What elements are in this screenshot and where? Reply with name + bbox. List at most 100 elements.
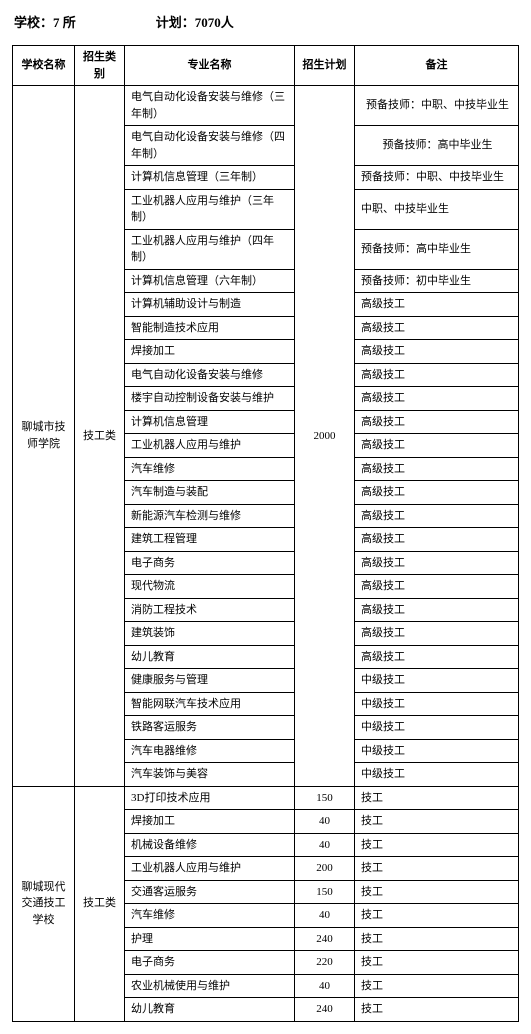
col-plan: 招生计划 — [295, 46, 355, 86]
major-name: 机械设备维修 — [125, 833, 295, 857]
plan-value: 150 — [295, 786, 355, 810]
remark: 预备技师：高中毕业生 — [355, 126, 519, 166]
plan-value: 40 — [295, 833, 355, 857]
major-name: 计算机信息管理 — [125, 410, 295, 434]
remark: 高级技工 — [355, 622, 519, 646]
remark: 中职、中技毕业生 — [355, 189, 519, 229]
major-name: 护理 — [125, 927, 295, 951]
page-header: 学校：7 所 计划：7070人 — [12, 12, 519, 31]
table-row: 聊城市技师学院技工类电气自动化设备安装与维修（三年制）2000预备技师：中职、中… — [13, 86, 519, 126]
remark: 中级技工 — [355, 692, 519, 716]
major-name: 工业机器人应用与维护（三年制） — [125, 189, 295, 229]
major-name: 电子商务 — [125, 951, 295, 975]
table-row: 聊城现代交通技工学校技工类3D打印技术应用150技工 — [13, 786, 519, 810]
remark: 高级技工 — [355, 528, 519, 552]
remark: 高级技工 — [355, 598, 519, 622]
plan-value: 150 — [295, 880, 355, 904]
major-name: 汽车制造与装配 — [125, 481, 295, 505]
major-name: 工业机器人应用与维护 — [125, 857, 295, 881]
major-name: 焊接加工 — [125, 340, 295, 364]
major-name: 计算机信息管理（六年制） — [125, 269, 295, 293]
remark: 高级技工 — [355, 363, 519, 387]
remark: 技工 — [355, 786, 519, 810]
major-name: 汽车电器维修 — [125, 739, 295, 763]
remark: 预备技师：高中毕业生 — [355, 229, 519, 269]
plan-count: 计划：7070人 — [156, 12, 234, 31]
remark: 高级技工 — [355, 551, 519, 575]
remark: 技工 — [355, 857, 519, 881]
major-name: 健康服务与管理 — [125, 669, 295, 693]
remark: 中级技工 — [355, 669, 519, 693]
major-name: 智能网联汽车技术应用 — [125, 692, 295, 716]
school-name: 聊城市技师学院 — [13, 86, 75, 787]
remark: 技工 — [355, 904, 519, 928]
col-school: 学校名称 — [13, 46, 75, 86]
plan-value: 240 — [295, 927, 355, 951]
major-name: 电子商务 — [125, 551, 295, 575]
major-name: 工业机器人应用与维护 — [125, 434, 295, 458]
remark: 高级技工 — [355, 481, 519, 505]
major-name: 电气自动化设备安装与维修（四年制） — [125, 126, 295, 166]
remark: 技工 — [355, 810, 519, 834]
remark: 技工 — [355, 951, 519, 975]
plan-value: 2000 — [295, 86, 355, 787]
major-name: 计算机辅助设计与制造 — [125, 293, 295, 317]
major-name: 交通客运服务 — [125, 880, 295, 904]
enroll-type: 技工类 — [75, 86, 125, 787]
remark: 中级技工 — [355, 739, 519, 763]
col-major: 专业名称 — [125, 46, 295, 86]
major-name: 幼儿教育 — [125, 645, 295, 669]
remark: 高级技工 — [355, 387, 519, 411]
remark: 高级技工 — [355, 504, 519, 528]
school-name: 聊城现代交通技工学校 — [13, 786, 75, 1021]
remark: 技工 — [355, 927, 519, 951]
major-name: 电气自动化设备安装与维修 — [125, 363, 295, 387]
remark: 中级技工 — [355, 716, 519, 740]
table-header-row: 学校名称 招生类别 专业名称 招生计划 备注 — [13, 46, 519, 86]
major-name: 铁路客运服务 — [125, 716, 295, 740]
remark: 高级技工 — [355, 434, 519, 458]
major-name: 幼儿教育 — [125, 998, 295, 1022]
plan-value: 200 — [295, 857, 355, 881]
major-name: 汽车维修 — [125, 904, 295, 928]
plan-value: 40 — [295, 904, 355, 928]
major-name: 汽车维修 — [125, 457, 295, 481]
major-name: 3D打印技术应用 — [125, 786, 295, 810]
remark: 高级技工 — [355, 293, 519, 317]
remark: 技工 — [355, 974, 519, 998]
remark: 高级技工 — [355, 410, 519, 434]
remark: 技工 — [355, 880, 519, 904]
major-name: 现代物流 — [125, 575, 295, 599]
remark: 中级技工 — [355, 763, 519, 787]
major-name: 建筑装饰 — [125, 622, 295, 646]
plan-value: 40 — [295, 810, 355, 834]
remark: 高级技工 — [355, 457, 519, 481]
col-remark: 备注 — [355, 46, 519, 86]
remark: 预备技师：中职、中技毕业生 — [355, 166, 519, 190]
plan-value: 240 — [295, 998, 355, 1022]
major-name: 智能制造技术应用 — [125, 316, 295, 340]
remark: 高级技工 — [355, 340, 519, 364]
major-name: 农业机械使用与维护 — [125, 974, 295, 998]
plan-value: 220 — [295, 951, 355, 975]
remark: 预备技师：初中毕业生 — [355, 269, 519, 293]
major-name: 计算机信息管理（三年制） — [125, 166, 295, 190]
remark: 高级技工 — [355, 575, 519, 599]
remark: 技工 — [355, 998, 519, 1022]
major-name: 电气自动化设备安装与维修（三年制） — [125, 86, 295, 126]
remark: 高级技工 — [355, 316, 519, 340]
remark: 预备技师：中职、中技毕业生 — [355, 86, 519, 126]
major-name: 楼宇自动控制设备安装与维护 — [125, 387, 295, 411]
major-name: 新能源汽车检测与维修 — [125, 504, 295, 528]
major-name: 焊接加工 — [125, 810, 295, 834]
plan-value: 40 — [295, 974, 355, 998]
major-name: 汽车装饰与美容 — [125, 763, 295, 787]
major-name: 工业机器人应用与维护（四年制） — [125, 229, 295, 269]
remark: 高级技工 — [355, 645, 519, 669]
schools-count: 学校：7 所 — [14, 12, 76, 31]
remark: 技工 — [355, 833, 519, 857]
major-name: 建筑工程管理 — [125, 528, 295, 552]
enroll-type: 技工类 — [75, 786, 125, 1021]
enrollment-table: 学校名称 招生类别 专业名称 招生计划 备注 聊城市技师学院技工类电气自动化设备… — [12, 45, 519, 1022]
col-type: 招生类别 — [75, 46, 125, 86]
